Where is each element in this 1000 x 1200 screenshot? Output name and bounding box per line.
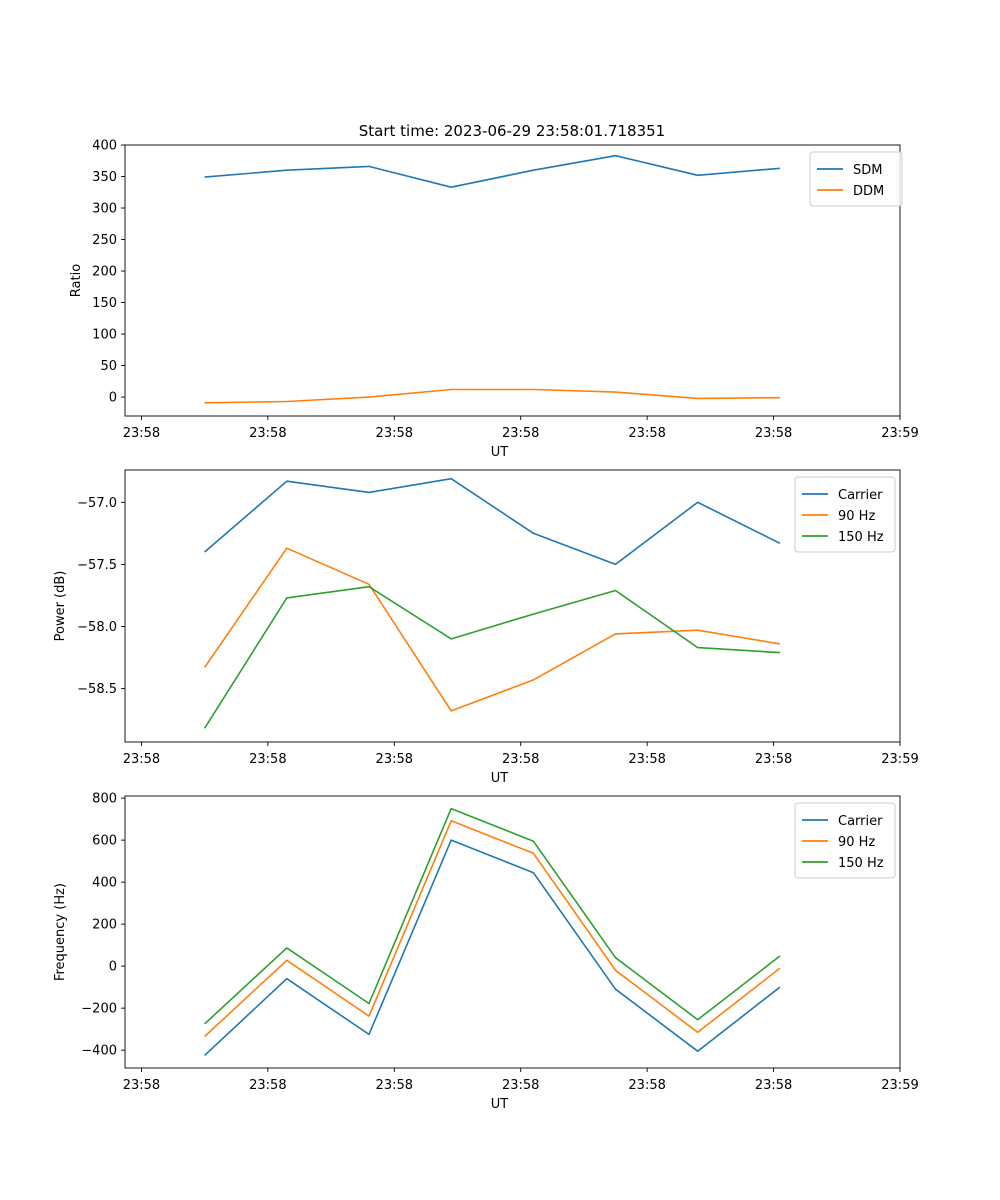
axes-frame — [124, 795, 901, 1069]
y-tick-label: −400 — [81, 1044, 117, 1059]
x-tick-label: 23:59 — [881, 1078, 918, 1093]
y-tick-label: 100 — [92, 328, 117, 343]
y-tick-label: 150 — [92, 296, 117, 311]
legend-label: 150 Hz — [838, 856, 884, 871]
x-tick-label: 23:58 — [376, 426, 413, 441]
x-tick-label: 23:58 — [502, 1078, 539, 1093]
x-axis-label: UT — [491, 1097, 509, 1112]
y-axis-label: Frequency (Hz) — [53, 883, 68, 981]
x-tick-label: 23:58 — [123, 752, 160, 767]
x-tick-label: 23:59 — [881, 426, 918, 441]
x-tick-label: 23:58 — [502, 752, 539, 767]
x-tick-label: 23:59 — [881, 752, 918, 767]
figure-title: Start time: 2023-06-29 23:58:01.718351 — [359, 122, 665, 140]
y-tick-label: 800 — [92, 792, 117, 807]
y-tick-label: 200 — [92, 918, 117, 933]
legend-label: SDM — [853, 163, 882, 178]
y-tick-label: 0 — [109, 391, 117, 406]
legend-label: 90 Hz — [838, 835, 875, 850]
series-line-carrier — [204, 839, 781, 1056]
y-axis-label: Power (dB) — [53, 571, 68, 642]
x-tick-label: 23:58 — [123, 1078, 160, 1093]
series-line-sdm — [204, 154, 780, 188]
x-tick-label: 23:58 — [628, 752, 665, 767]
series-line-150-hz — [203, 585, 780, 729]
y-axis-label: Ratio — [69, 264, 84, 297]
y-tick-label: 200 — [92, 265, 117, 280]
y-tick-label: −57.5 — [77, 558, 117, 573]
y-tick-label: 400 — [92, 876, 117, 891]
series-line-150-hz — [204, 807, 781, 1025]
x-tick-label: 23:58 — [755, 426, 792, 441]
x-tick-label: 23:58 — [755, 1078, 792, 1093]
series-line-carrier — [204, 477, 781, 566]
series-line-90-hz — [204, 819, 781, 1038]
y-tick-label: −200 — [81, 1002, 117, 1017]
y-tick-label: −58.5 — [77, 682, 117, 697]
x-tick-label: 23:58 — [376, 1078, 413, 1093]
y-tick-label: 0 — [109, 960, 117, 975]
x-axis-label: UT — [491, 771, 509, 786]
x-tick-label: 23:58 — [628, 426, 665, 441]
x-tick-label: 23:58 — [123, 426, 160, 441]
y-tick-label: −58.0 — [77, 620, 117, 635]
x-tick-label: 23:58 — [249, 752, 286, 767]
x-tick-label: 23:58 — [502, 426, 539, 441]
y-tick-label: 400 — [92, 139, 117, 154]
x-tick-label: 23:58 — [376, 752, 413, 767]
axes-frame — [124, 469, 901, 743]
legend-label: 150 Hz — [838, 530, 884, 545]
legend-box — [794, 476, 896, 553]
x-tick-label: 23:58 — [628, 1078, 665, 1093]
x-tick-label: 23:58 — [755, 752, 792, 767]
y-tick-label: 300 — [92, 202, 117, 217]
chart-panel-2: 23:58 23:58 23:58 23:58 23:58 23:58 23:59 −58.5… — [53, 469, 919, 786]
chart-panel-3: 23:58 23:58 23:58 23:58 23:58 23:58 23:59 −400 −… — [53, 792, 919, 1112]
series-line-90-hz — [203, 547, 781, 712]
y-tick-label: −57.0 — [77, 496, 117, 511]
y-tick-label: 250 — [92, 233, 117, 248]
legend-label: Carrier — [838, 488, 883, 503]
y-tick-label: 600 — [92, 834, 117, 849]
x-tick-label: 23:58 — [249, 1078, 286, 1093]
legend-box — [794, 802, 896, 879]
legend-label: DDM — [853, 184, 884, 199]
legend-label: Carrier — [838, 814, 883, 829]
chart-panel-1: 23:58 23:58 23:58 23:58 23:58 23:58 23:59 0 50 10… — [69, 139, 919, 461]
y-tick-label: 350 — [92, 170, 117, 185]
legend-label: 90 Hz — [838, 509, 875, 524]
x-tick-label: 23:58 — [249, 426, 286, 441]
series-line-ddm — [204, 388, 780, 404]
x-axis-label: UT — [491, 445, 509, 460]
axes-frame — [124, 144, 901, 417]
legend-box — [809, 151, 903, 207]
y-tick-label: 50 — [100, 359, 117, 374]
